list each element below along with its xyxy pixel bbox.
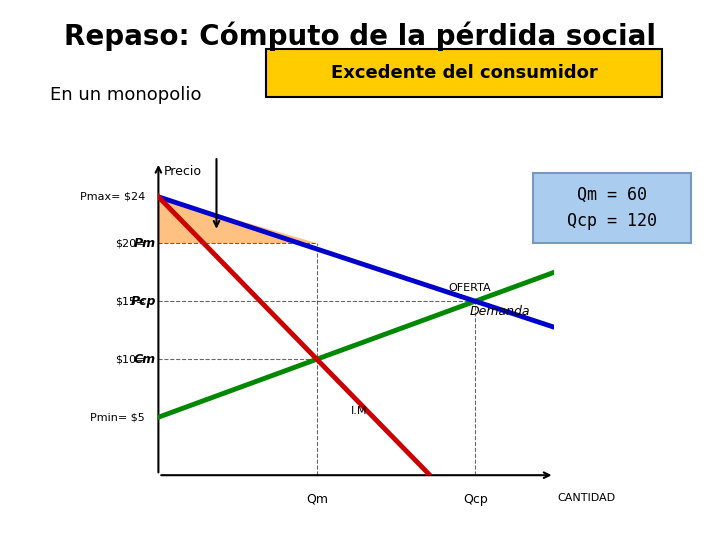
Text: Precio: Precio <box>163 165 202 179</box>
Text: Demanda: Demanda <box>470 305 531 318</box>
Text: CANTIDAD: CANTIDAD <box>557 492 615 503</box>
Text: I.M: I.M <box>351 406 368 416</box>
Text: Pcp: Pcp <box>130 295 156 308</box>
Text: En un monopolio: En un monopolio <box>50 86 202 104</box>
Polygon shape <box>158 197 317 243</box>
Text: Cm: Cm <box>134 353 156 366</box>
Text: Repaso: Cómputo de la pérdida social: Repaso: Cómputo de la pérdida social <box>64 22 656 51</box>
Text: Qcp: Qcp <box>463 492 487 505</box>
Text: Qm = 60
Qcp = 120: Qm = 60 Qcp = 120 <box>567 186 657 230</box>
FancyBboxPatch shape <box>266 49 662 97</box>
Text: Qm: Qm <box>306 492 328 505</box>
Text: Pmax= $24: Pmax= $24 <box>80 192 145 202</box>
Text: $20=: $20= <box>114 238 145 248</box>
Text: Pmin= $5: Pmin= $5 <box>91 412 145 422</box>
Text: Pm: Pm <box>134 237 156 249</box>
Text: OFERTA: OFERTA <box>449 284 492 293</box>
Text: $10=: $10= <box>114 354 145 364</box>
Text: $15=: $15= <box>114 296 145 306</box>
Text: Excedente del consumidor: Excedente del consumidor <box>331 64 598 82</box>
